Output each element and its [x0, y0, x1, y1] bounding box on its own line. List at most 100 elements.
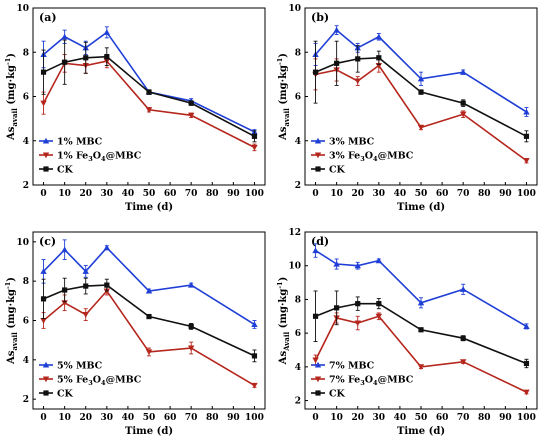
- marker-triangle-up: [187, 281, 195, 288]
- x-tick-label: 40: [394, 189, 407, 199]
- panel-label: (b): [311, 11, 329, 24]
- x-tick-label: 30: [373, 413, 386, 423]
- x-tick-label: 0: [312, 413, 318, 423]
- x-axis-title: Time (d): [125, 426, 173, 437]
- legend-entry-ck: CK: [39, 165, 74, 176]
- marker-triangle-up: [375, 257, 383, 264]
- x-tick-label: 20: [79, 413, 92, 423]
- marker-square: [251, 133, 258, 139]
- x-tick-label: 60: [164, 413, 177, 423]
- panel-label: (a): [39, 11, 57, 24]
- x-tick-label: 10: [330, 189, 343, 199]
- marker-square: [62, 287, 68, 293]
- marker-square: [83, 55, 89, 61]
- marker-triangle-down: [312, 357, 319, 364]
- y-tick-label: 10: [16, 4, 29, 14]
- marker-triangle-up: [40, 268, 47, 274]
- marker-triangle-up: [417, 299, 425, 306]
- marker-triangle-up: [145, 287, 153, 294]
- marker-triangle-down: [354, 78, 361, 85]
- x-tick-label: 100: [517, 189, 536, 199]
- x-tick-label: 70: [185, 189, 198, 199]
- legend-entry-fe3o4: 7% Fe3O4@MBC: [311, 375, 414, 388]
- x-tick-label: 50: [143, 413, 156, 423]
- marker-square: [418, 327, 424, 333]
- x-tick-label: 30: [101, 189, 114, 199]
- x-tick-label: 90: [227, 189, 240, 199]
- marker-square: [355, 301, 361, 307]
- x-tick-label: 70: [185, 413, 198, 423]
- x-axis-title: Time (d): [125, 202, 173, 213]
- series-ck: [312, 290, 530, 369]
- marker-square: [315, 166, 321, 172]
- legend-label: 7% Fe3O4@MBC: [329, 375, 414, 388]
- marker-square: [460, 335, 466, 341]
- x-tick-label: 70: [457, 189, 470, 199]
- marker-triangle-down: [42, 376, 50, 383]
- y-tick-label: 4: [295, 137, 301, 147]
- y-tick-label: 4: [295, 363, 301, 373]
- marker-square: [355, 56, 361, 62]
- x-tick-label: 20: [79, 189, 92, 199]
- marker-triangle-up: [523, 323, 530, 329]
- legend-label: 1% MBC: [57, 137, 103, 148]
- marker-triangle-up: [103, 244, 111, 251]
- legend-entry-ck: CK: [311, 389, 346, 400]
- marker-square: [43, 166, 49, 172]
- marker-triangle-up: [251, 321, 258, 327]
- y-tick-label: 6: [295, 329, 301, 339]
- marker-triangle-up: [314, 137, 322, 144]
- x-tick-label: 40: [394, 413, 407, 423]
- marker-triangle-up: [61, 33, 68, 40]
- marker-triangle-down: [187, 112, 195, 119]
- marker-triangle-down: [187, 345, 195, 352]
- x-tick-label: 90: [227, 413, 240, 423]
- series-fe3o4: [40, 286, 258, 389]
- chart-panel-a: 0 10 20 30 40 50 60 70 80 90 100 2 4 6 8 10 Time (d) Asav…: [4, 4, 266, 213]
- series-ck: [40, 39, 258, 143]
- y-axis-title: Asavail (mg·kg-1): [4, 53, 19, 141]
- marker-square: [315, 390, 321, 396]
- y-axis-title: Asavail (mg·kg-1): [4, 277, 19, 365]
- chart-panel-c: 0 10 20 30 40 50 60 70 80 90 100 2 4 6 8 10 Time (d) Asav…: [4, 231, 266, 437]
- series-line: [314, 29, 527, 113]
- marker-square: [334, 60, 340, 66]
- x-tick-label: 10: [58, 189, 71, 199]
- marker-square: [376, 55, 382, 61]
- y-tick-label: 4: [23, 356, 29, 366]
- marker-triangle-down: [145, 349, 153, 356]
- marker-square: [376, 301, 382, 307]
- series-ck: [40, 277, 258, 363]
- x-tick-label: 10: [330, 413, 343, 423]
- series-line: [43, 31, 255, 133]
- marker-triangle-down: [417, 124, 425, 131]
- x-tick-label: 50: [415, 189, 428, 199]
- legend-entry-mbc: 1% MBC: [39, 137, 103, 148]
- y-tick-label: 2: [295, 181, 301, 191]
- panel-label: (c): [39, 235, 56, 248]
- chart-panel-d: 0 10 20 30 40 50 60 70 80 90 100 2 4 6 8 10 12 Time (d) As…: [276, 228, 538, 437]
- x-tick-label: 100: [245, 189, 264, 199]
- x-tick-label: 20: [351, 189, 364, 199]
- x-tick-label: 80: [478, 413, 491, 423]
- x-tick-label: 50: [415, 413, 428, 423]
- y-tick-label: 2: [23, 395, 29, 405]
- series-mbc: [40, 239, 258, 329]
- series-mbc: [312, 25, 530, 117]
- marker-triangle-down: [42, 152, 50, 159]
- marker-triangle-down: [40, 100, 47, 107]
- marker-triangle-down: [40, 317, 47, 324]
- marker-triangle-up: [417, 75, 425, 82]
- y-tick-label: 4: [23, 137, 29, 147]
- series-line: [42, 246, 255, 326]
- legend-entry-mbc: 7% MBC: [311, 361, 375, 372]
- legend-entry-mbc: 5% MBC: [39, 361, 103, 372]
- marker-triangle-down: [251, 382, 258, 389]
- series-mbc: [40, 26, 258, 135]
- legend-entry-fe3o4: 5% Fe3O4@MBC: [39, 375, 142, 387]
- x-tick-label: 0: [312, 189, 318, 199]
- marker-triangle-up: [523, 108, 530, 115]
- y-tick-label: 10: [16, 238, 29, 248]
- marker-square: [418, 89, 424, 95]
- x-tick-label: 50: [143, 189, 156, 199]
